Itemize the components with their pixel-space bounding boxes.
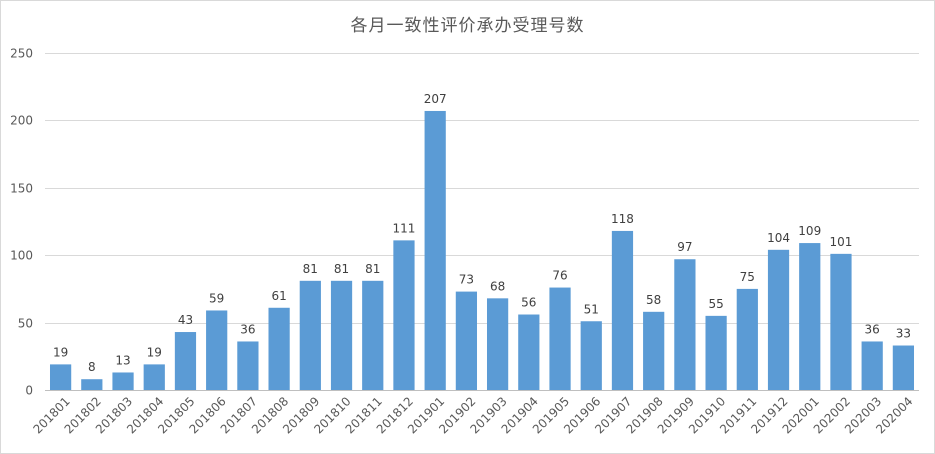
y-tick-label: 250 — [10, 47, 33, 61]
bar-201808 — [268, 307, 290, 390]
data-label: 61 — [271, 289, 286, 303]
bar-201810 — [330, 280, 353, 390]
data-label: 81 — [303, 262, 318, 276]
data-label: 8 — [88, 360, 96, 374]
data-label: 19 — [147, 345, 162, 359]
data-label: 59 — [209, 291, 224, 305]
data-label: 13 — [115, 353, 130, 367]
data-label: 101 — [830, 235, 853, 249]
data-label: 109 — [798, 224, 821, 238]
data-labels: 19 8 13 19 43 59 36 61 81 81 81 111 207 73 68 56 76 51 118… — [53, 92, 911, 374]
bar-201803 — [112, 372, 134, 390]
bar-201911 — [736, 288, 758, 390]
data-label: 73 — [459, 273, 474, 287]
bar-202004 — [892, 345, 915, 390]
data-label: 76 — [552, 269, 567, 283]
data-label: 68 — [490, 279, 505, 293]
data-label: 81 — [334, 262, 349, 276]
bar-201811 — [362, 280, 384, 390]
data-label: 55 — [708, 297, 723, 311]
bar-201906 — [580, 321, 602, 390]
data-label: 97 — [677, 240, 692, 254]
bars — [49, 110, 915, 391]
bar-201910 — [705, 315, 727, 390]
bar-201809 — [299, 280, 321, 390]
data-label: 118 — [611, 212, 634, 226]
data-label: 36 — [865, 322, 880, 336]
y-tick-label: 0 — [25, 384, 33, 398]
data-label: 81 — [365, 262, 380, 276]
x-axis-ticks: 2018012018022018032018042018052018062018… — [30, 394, 915, 436]
data-label: 33 — [896, 327, 911, 341]
data-label: 36 — [240, 322, 255, 336]
bar-201901 — [424, 110, 446, 391]
data-label: 56 — [521, 296, 536, 310]
bar-201904 — [518, 314, 540, 390]
bar-201908 — [643, 311, 665, 390]
y-tick-label: 100 — [10, 249, 33, 263]
bar-201804 — [143, 364, 165, 390]
bar-201806 — [206, 310, 228, 390]
bar-202001 — [799, 243, 821, 390]
chart-title: 各月一致性评价承办受理号数 — [350, 16, 585, 36]
bar-201903 — [486, 298, 509, 390]
bar-201812 — [393, 240, 415, 390]
y-tick-label: 200 — [10, 114, 33, 128]
data-label: 58 — [646, 293, 661, 307]
y-axis-ticks: 0 50 100 150 200 250 — [10, 47, 33, 398]
data-label: 19 — [53, 345, 68, 359]
data-label: 111 — [393, 221, 416, 235]
data-label: 51 — [584, 302, 599, 316]
data-label: 207 — [424, 92, 447, 106]
bar-201807 — [237, 341, 259, 390]
y-tick-label: 50 — [18, 317, 33, 331]
y-tick-label: 150 — [10, 182, 33, 196]
bar-201912 — [767, 249, 790, 390]
bar-202002 — [830, 253, 852, 390]
bar-201802 — [81, 379, 103, 390]
bar-201909 — [674, 259, 696, 390]
bar-201907 — [611, 230, 634, 390]
bar-202003 — [861, 341, 883, 390]
bar-201905 — [549, 287, 571, 390]
bar-201805 — [174, 332, 197, 390]
data-label: 104 — [767, 231, 790, 245]
bar-201801 — [49, 364, 72, 390]
data-label: 75 — [740, 270, 755, 284]
bar-201902 — [455, 291, 478, 390]
data-label: 43 — [178, 313, 193, 327]
